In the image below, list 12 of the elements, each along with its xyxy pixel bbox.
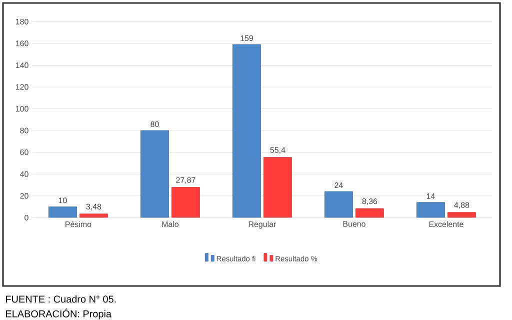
bar: [324, 191, 353, 218]
bar: [172, 187, 200, 218]
bar: [48, 206, 77, 218]
bar: [448, 212, 476, 218]
bar: [356, 208, 384, 218]
source-note: FUENTE : Cuadro N° 05.: [6, 295, 116, 303]
bar: [140, 130, 169, 218]
bar: [232, 44, 261, 218]
bar: [264, 157, 292, 218]
text: ELABORACIÓN: Propia: [6, 308, 112, 320]
bar: [80, 214, 108, 218]
bar: [416, 202, 445, 218]
